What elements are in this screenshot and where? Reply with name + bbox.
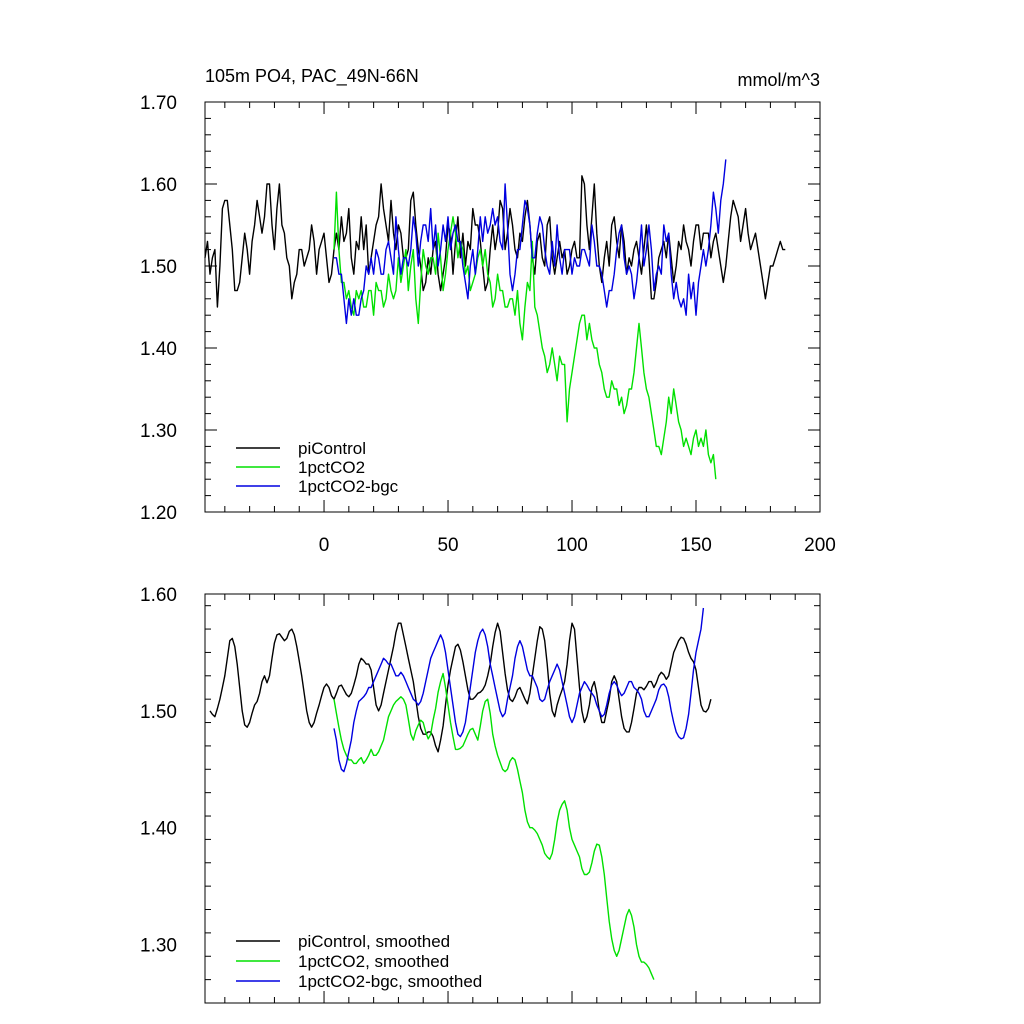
top-x-tick-label: 200 <box>804 535 836 556</box>
top-y-tick-label: 1.30 <box>140 421 177 442</box>
bottom-y-tick-label: 1.50 <box>140 702 177 723</box>
bottom-series-line-1pctco2-smoothed <box>333 672 655 980</box>
bottom-series-line-1pctco2-bgc-smoothed <box>333 607 705 773</box>
top-x-tick-label: 150 <box>680 535 712 556</box>
bottom-legend-label: piControl, smoothed <box>298 932 450 951</box>
bottom-series-line-picontrol-smoothed <box>209 622 712 753</box>
top-legend-label: 1pctCO2-bgc <box>298 477 399 496</box>
bottom-y-tick-label: 1.40 <box>140 819 177 840</box>
top-y-tick-label: 1.50 <box>140 257 177 278</box>
top-legend-label: 1pctCO2 <box>298 458 365 477</box>
top-y-tick-label: 1.60 <box>140 175 177 196</box>
top-y-tick-label: 1.40 <box>140 339 177 360</box>
bottom-legend-label: 1pctCO2-bgc, smoothed <box>298 972 482 991</box>
bottom-y-tick-label: 1.30 <box>140 936 177 957</box>
top-plot-frame <box>204 101 821 513</box>
top-x-tick-label: 50 <box>437 535 458 556</box>
top-panel-units: mmol/m^3 <box>738 70 820 90</box>
top-series-line-1pctco2 <box>333 191 717 480</box>
top-series-line-picontrol <box>204 175 786 308</box>
top-legend-label: piControl <box>298 439 366 458</box>
top-y-tick-label: 1.20 <box>140 503 177 524</box>
bottom-y-tick-label: 1.60 <box>140 585 177 606</box>
top-x-tick-label: 100 <box>556 535 588 556</box>
top-panel-title: 105m PO4, PAC_49N-66N <box>205 66 419 87</box>
top-series-line-1pctco2-bgc <box>334 159 727 325</box>
top-x-tick-label: 0 <box>319 535 330 556</box>
bottom-legend-label: 1pctCO2, smoothed <box>298 952 449 971</box>
bottom-plot-frame <box>204 593 821 1004</box>
top-y-tick-label: 1.70 <box>140 93 177 114</box>
